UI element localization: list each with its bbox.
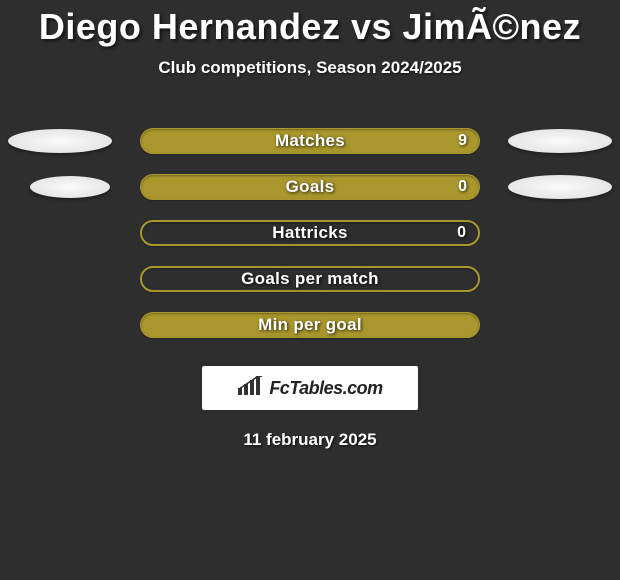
stat-label: Goals per match xyxy=(142,269,478,289)
stat-label: Matches xyxy=(141,131,479,151)
stat-bar-goals: Goals 0 xyxy=(140,174,480,200)
page-title: Diego Hernandez vs JimÃ©nez xyxy=(0,6,620,48)
stat-row-matches: Matches 9 xyxy=(0,118,620,164)
report-date: 11 february 2025 xyxy=(0,430,620,450)
stat-value: 0 xyxy=(458,178,467,196)
stat-label: Goals xyxy=(141,177,479,197)
chart-area: Matches 9 Goals 0 Hattricks 0 Goals per … xyxy=(0,118,620,348)
stat-label: Min per goal xyxy=(141,315,479,335)
player2-bubble-matches xyxy=(508,129,612,153)
fctables-logo[interactable]: FcTables.com xyxy=(202,366,418,410)
stat-label: Hattricks xyxy=(142,223,478,243)
logo-text: FcTables.com xyxy=(269,378,382,399)
stat-row-goals-per-match: Goals per match xyxy=(0,256,620,302)
stat-bar-hattricks: Hattricks 0 xyxy=(140,220,480,246)
player2-bubble-goals xyxy=(508,175,612,199)
stat-row-goals: Goals 0 xyxy=(0,164,620,210)
stat-bar-matches: Matches 9 xyxy=(140,128,480,154)
stat-value: 9 xyxy=(458,132,467,150)
bar-chart-icon xyxy=(237,376,263,401)
stat-value: 0 xyxy=(457,224,466,242)
logo-inner: FcTables.com xyxy=(237,376,382,401)
stat-bar-goals-per-match: Goals per match xyxy=(140,266,480,292)
stat-row-hattricks: Hattricks 0 xyxy=(0,210,620,256)
stat-row-min-per-goal: Min per goal xyxy=(0,302,620,348)
player1-bubble-goals xyxy=(30,176,110,198)
player1-bubble-matches xyxy=(8,129,112,153)
page-subtitle: Club competitions, Season 2024/2025 xyxy=(0,58,620,78)
comparison-widget: Diego Hernandez vs JimÃ©nez Club competi… xyxy=(0,0,620,450)
stat-bar-min-per-goal: Min per goal xyxy=(140,312,480,338)
